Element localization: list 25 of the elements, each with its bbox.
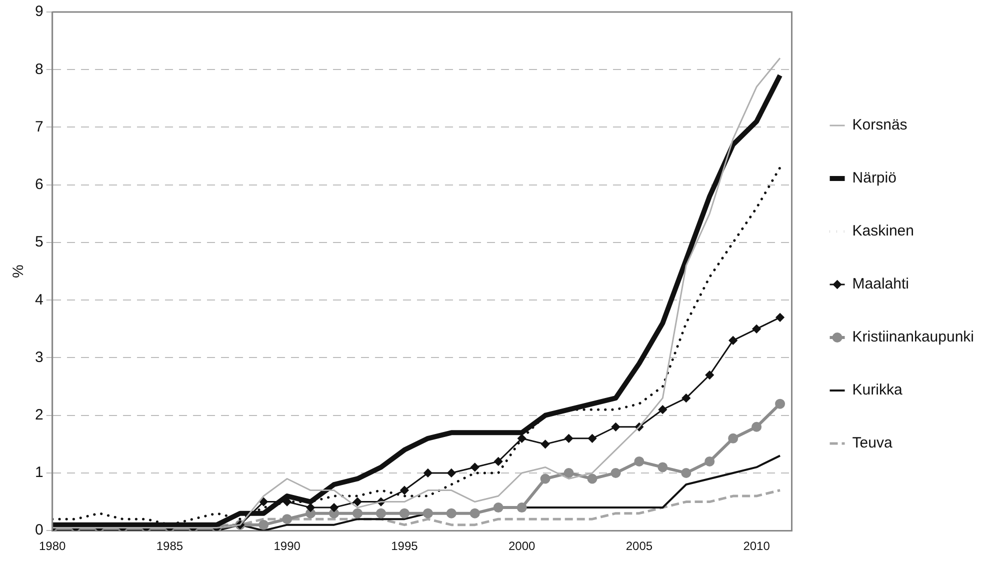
y-tick-label: 5 <box>35 234 44 251</box>
y-tick-label: 0 <box>35 522 44 539</box>
legend-label: Maalahti <box>852 276 909 293</box>
x-tick-label: 2010 <box>743 539 770 554</box>
x-tick-label: 2005 <box>626 539 653 554</box>
y-axis-title: % <box>10 264 28 278</box>
legend-label: Kristiinankaupunki <box>852 328 974 346</box>
legend-label: Teuva <box>852 434 893 452</box>
legend-label: Närpiö <box>852 170 896 187</box>
y-tick-label: 9 <box>35 3 44 20</box>
x-tick-label: 1995 <box>391 539 418 554</box>
legend-label: Kaskinen <box>852 222 914 240</box>
y-tick-label: 7 <box>35 118 44 136</box>
y-tick-label: 3 <box>35 348 44 366</box>
legend-label: Korsnäs <box>852 116 908 134</box>
y-tick-label: 1 <box>35 464 44 482</box>
y-tick-label: 4 <box>35 291 44 308</box>
y-tick-label: 2 <box>35 406 44 424</box>
x-tick-label: 1985 <box>156 539 184 554</box>
x-tick-label: 1990 <box>274 539 301 554</box>
y-tick-label: 6 <box>35 176 44 194</box>
x-tick-label: 2000 <box>508 539 536 554</box>
x-tick-label: 1980 <box>38 539 66 554</box>
y-tick-label: 8 <box>35 60 44 78</box>
legend-label: Kurikka <box>852 382 903 399</box>
